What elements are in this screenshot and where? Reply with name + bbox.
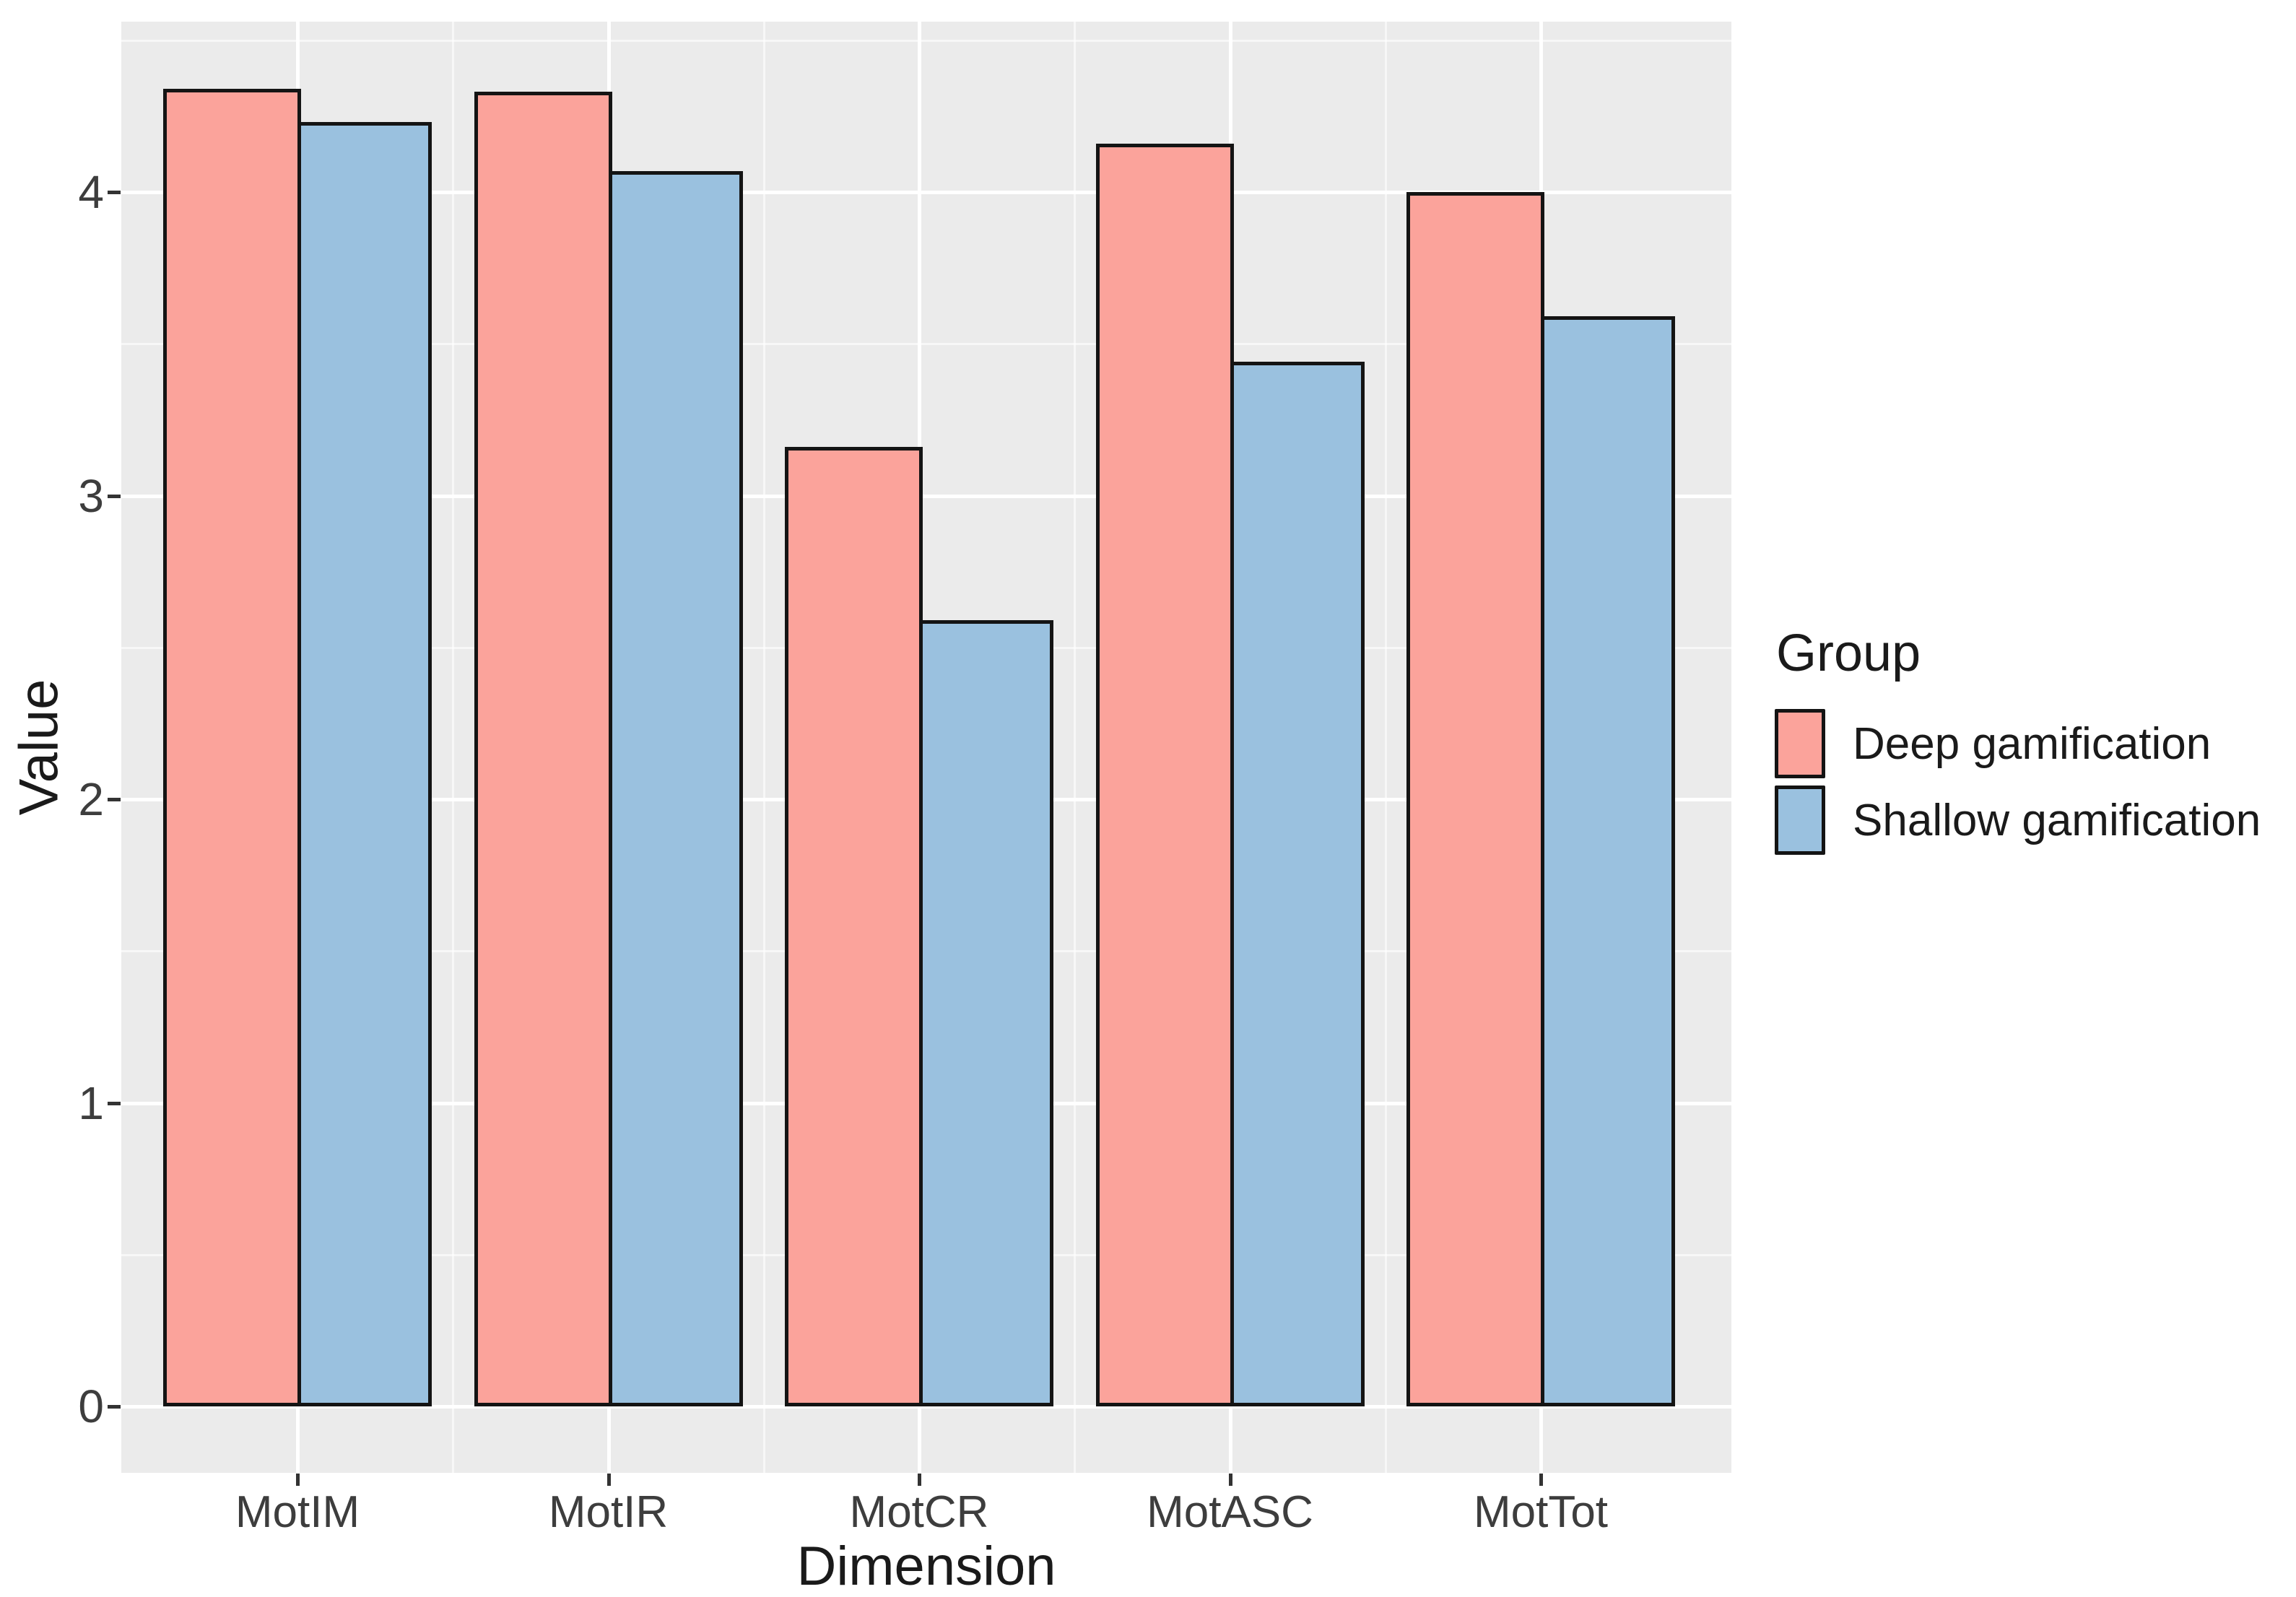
bar-MotIM-shallow xyxy=(297,122,432,1406)
x-axis-title: Dimension xyxy=(796,1536,1056,1597)
bar-MotCR-deep xyxy=(785,447,923,1406)
bar-MotTot-shallow xyxy=(1541,316,1675,1406)
x-tick-label: MotIR xyxy=(548,1487,669,1537)
bar-MotASC-shallow xyxy=(1230,362,1365,1406)
y-tick-label: 3 xyxy=(78,469,104,522)
legend-title: Group xyxy=(1776,625,1921,682)
minor-gridline-vertical xyxy=(452,22,455,1473)
y-tick-label: 2 xyxy=(78,773,104,825)
bar-MotIM-deep xyxy=(163,89,301,1406)
x-tick-mark xyxy=(296,1474,300,1486)
x-tick-mark xyxy=(1228,1474,1232,1486)
x-tick-label: MotASC xyxy=(1147,1487,1313,1537)
minor-gridline-vertical xyxy=(762,22,765,1473)
bar-MotTot-deep xyxy=(1406,192,1544,1406)
y-axis-title: Value xyxy=(8,679,70,816)
major-gridline xyxy=(121,191,1731,194)
legend-label: Shallow gamification xyxy=(1853,795,2261,845)
legend-swatch-deep-gamification xyxy=(1775,709,1825,778)
minor-gridline-vertical xyxy=(1384,22,1387,1473)
y-tick-mark xyxy=(108,798,121,801)
major-gridline xyxy=(121,1405,1731,1409)
legend-label: Deep gamification xyxy=(1853,718,2212,769)
bar-MotCR-shallow xyxy=(919,620,1053,1406)
x-tick-mark xyxy=(606,1474,611,1486)
legend-item-shallow: Shallow gamification xyxy=(1775,786,2261,855)
bar-MotASC-deep xyxy=(1095,144,1234,1406)
x-tick-mark xyxy=(918,1474,921,1486)
legend: Group Deep gamification Shallow gamifica… xyxy=(1775,624,2261,862)
y-tick-label: 0 xyxy=(78,1380,104,1432)
bar-MotIR-shallow xyxy=(608,171,743,1406)
x-tick-label: MotTot xyxy=(1473,1487,1609,1537)
minor-gridline-vertical xyxy=(1074,22,1077,1473)
bar-MotIR-deep xyxy=(474,92,612,1406)
x-tick-label: MotIM xyxy=(235,1487,360,1537)
minor-gridline xyxy=(121,343,1731,346)
y-tick-mark xyxy=(108,191,121,194)
x-tick-label: MotCR xyxy=(849,1487,989,1537)
y-tick-mark xyxy=(108,1405,121,1409)
legend-swatch-shallow-gamification xyxy=(1775,786,1825,855)
x-tick-mark xyxy=(1539,1474,1543,1486)
y-tick-label: 4 xyxy=(78,166,104,218)
y-tick-mark xyxy=(108,1101,121,1105)
y-tick-label: 1 xyxy=(78,1076,104,1129)
y-tick-mark xyxy=(108,494,121,498)
plot-panel xyxy=(121,22,1731,1473)
minor-gridline xyxy=(121,39,1731,42)
legend-item-deep: Deep gamification xyxy=(1775,709,2261,778)
major-gridline xyxy=(121,494,1731,498)
